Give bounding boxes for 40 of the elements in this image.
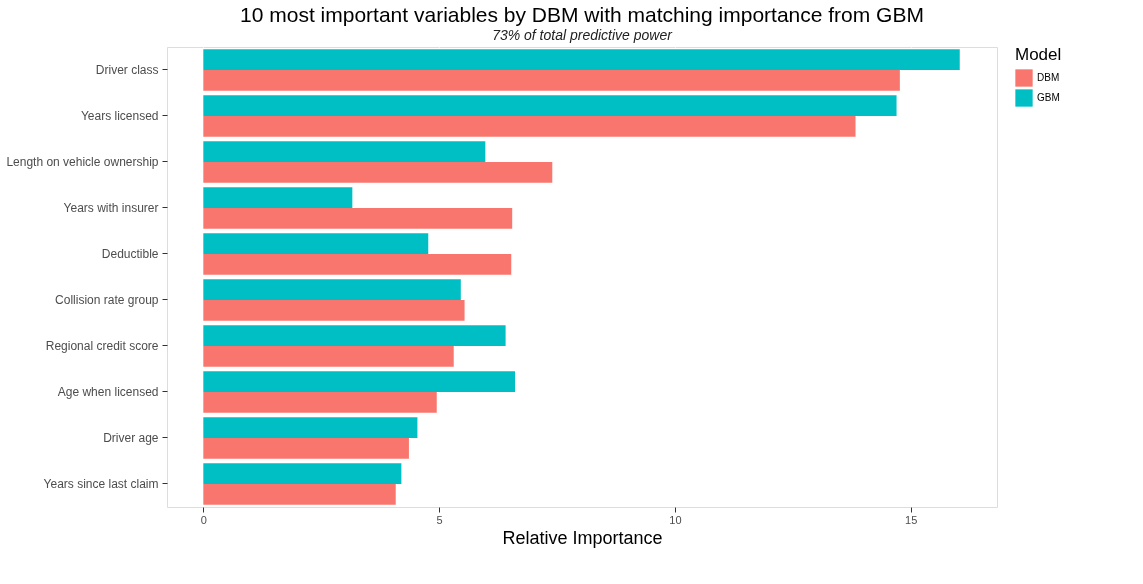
bar	[203, 254, 512, 275]
bar	[203, 49, 960, 70]
bar	[203, 208, 513, 229]
y-tick-label: Regional credit score	[45, 339, 159, 353]
y-tick-label: Deductible	[101, 247, 159, 261]
y-tick-label: Length on vehicle ownership	[6, 155, 159, 169]
y-tick-label: Age when licensed	[57, 385, 159, 399]
bar	[203, 95, 897, 116]
bar	[203, 279, 461, 300]
bar	[203, 417, 418, 438]
bar	[203, 233, 429, 254]
bar	[203, 463, 402, 484]
x-axis-title: Relative Importance	[502, 527, 663, 548]
x-tick-label: 5	[436, 513, 443, 526]
bar	[203, 300, 465, 321]
bar	[203, 438, 409, 459]
bar	[203, 70, 900, 91]
bar	[203, 162, 553, 183]
x-tick-label: 15	[905, 513, 918, 526]
legend-title: Model	[1015, 45, 1062, 64]
y-tick-label: Years with insurer	[63, 201, 159, 215]
y-tick-label: Collision rate group	[55, 293, 159, 307]
bar	[203, 346, 454, 367]
bar	[203, 484, 396, 505]
bar	[203, 392, 437, 413]
bar	[203, 371, 516, 392]
y-tick-label: Years since last claim	[43, 477, 159, 491]
y-tick-label: Driver class	[95, 63, 159, 77]
bar	[203, 325, 506, 346]
bar	[203, 187, 353, 208]
bar	[203, 116, 856, 137]
x-tick-label: 0	[200, 513, 207, 526]
y-tick-label: Driver age	[103, 431, 159, 445]
chart-subtitle: 73% of total predictive power	[492, 27, 674, 43]
legend-label: DBM	[1037, 72, 1060, 83]
x-tick-label: 10	[669, 513, 682, 526]
y-tick-label: Years licensed	[80, 109, 159, 123]
chart-title: 10 most important variables by DBM with matching importance from GBM	[240, 3, 924, 26]
bar	[203, 141, 486, 162]
legend-label: GBM	[1037, 92, 1060, 103]
